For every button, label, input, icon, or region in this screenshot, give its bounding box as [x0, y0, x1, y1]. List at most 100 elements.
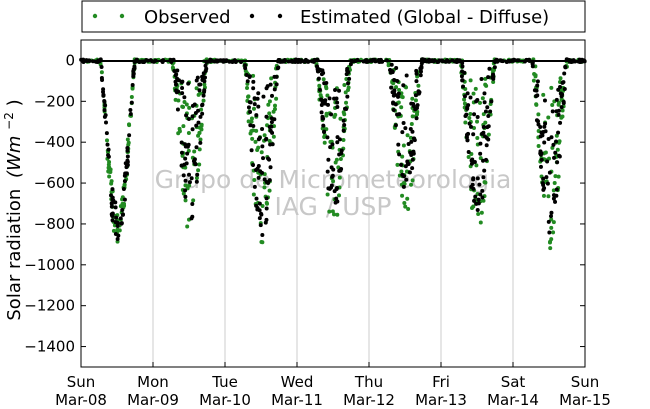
estimated-point — [542, 186, 547, 191]
estimated-point — [346, 81, 351, 86]
estimated-point — [131, 71, 136, 76]
x-tick-label-day: Sat — [501, 373, 526, 391]
estimated-point — [549, 135, 554, 140]
estimated-point — [403, 164, 408, 169]
x-tick-label-date: Mar-15 — [559, 391, 611, 409]
estimated-point — [248, 110, 253, 115]
observed-point — [543, 150, 548, 155]
estimated-point — [192, 102, 197, 107]
observed-point — [399, 94, 404, 99]
observed-point — [548, 246, 553, 251]
x-tick-label-day: Sun — [67, 373, 96, 391]
observed-point — [264, 200, 269, 205]
estimated-point — [482, 168, 487, 173]
estimated-point — [181, 173, 186, 178]
observed-point — [474, 163, 479, 168]
observed-point — [251, 73, 256, 78]
y-axis: 0 −200 −400 −600 −800 −1000 −1200 −1400 — [24, 51, 585, 356]
observed-point — [262, 185, 267, 190]
estimated-point — [115, 221, 120, 226]
estimated-point — [202, 88, 207, 93]
legend-estimated-label: Estimated (Global - Diffuse) — [300, 7, 549, 28]
observed-point — [192, 149, 197, 154]
estimated-point — [267, 157, 272, 162]
observed-point — [551, 230, 556, 235]
estimated-point — [550, 109, 555, 114]
estimated-point — [483, 134, 488, 139]
estimated-point — [183, 142, 188, 147]
observed-point — [246, 119, 251, 124]
estimated-point — [556, 112, 561, 117]
estimated-point — [104, 131, 109, 136]
estimated-point — [342, 122, 347, 127]
observed-point — [394, 85, 399, 90]
observed-point — [187, 105, 192, 110]
estimated-point — [339, 167, 344, 172]
observed-point — [269, 76, 274, 81]
estimated-point — [410, 129, 415, 134]
observed-point — [177, 126, 182, 131]
observed-point — [267, 111, 272, 116]
estimated-point — [176, 89, 181, 94]
estimated-point — [480, 188, 485, 193]
estimated-point — [414, 79, 419, 84]
estimated-point — [270, 130, 275, 135]
observed-point — [410, 114, 415, 119]
observed-point — [322, 140, 327, 145]
observed-point — [176, 131, 181, 136]
observed-point — [338, 116, 343, 121]
observed-point — [532, 72, 537, 77]
observed-point — [181, 191, 186, 196]
observed-point — [183, 183, 188, 188]
estimated-point — [106, 153, 111, 158]
estimated-point — [401, 83, 406, 88]
estimated-point — [345, 94, 350, 99]
observed-point — [402, 200, 407, 205]
estimated-point — [475, 98, 480, 103]
observed-point — [409, 121, 414, 126]
estimated-point — [276, 65, 281, 70]
estimated-point — [172, 68, 177, 73]
estimated-point — [256, 104, 261, 109]
estimated-point — [535, 83, 540, 88]
estimated-point — [489, 99, 494, 104]
estimated-point — [400, 130, 405, 135]
observed-point — [327, 209, 332, 214]
estimated-point — [174, 72, 179, 77]
estimated-point — [538, 151, 543, 156]
estimated-point — [329, 165, 334, 170]
y-tick-label: 0 — [65, 51, 75, 69]
observed-point — [478, 156, 483, 161]
estimated-point — [530, 64, 535, 69]
estimated-point — [560, 80, 565, 85]
estimated-point — [476, 197, 481, 202]
estimated-point — [394, 65, 399, 70]
estimated-point — [260, 233, 265, 238]
estimated-point — [127, 133, 132, 138]
observed-point — [105, 138, 110, 143]
estimated-point — [551, 196, 556, 201]
estimated-point — [396, 142, 401, 147]
observed-point — [556, 100, 561, 105]
estimated-point — [475, 115, 480, 120]
estimated-point — [248, 123, 253, 128]
estimated-point — [472, 112, 477, 117]
estimated-point — [483, 109, 488, 114]
estimated-point — [403, 126, 408, 131]
observed-point — [126, 140, 131, 145]
estimated-point — [335, 105, 340, 110]
observed-point — [462, 101, 467, 106]
estimated-point — [461, 84, 466, 89]
estimated-point — [392, 77, 397, 82]
estimated-point — [267, 125, 272, 130]
estimated-point — [413, 93, 418, 98]
observed-point — [401, 143, 406, 148]
y-axis-label-unit: (Wm — [4, 136, 25, 178]
observed-point — [475, 119, 480, 124]
estimated-point — [192, 157, 197, 162]
observed-point — [321, 77, 326, 82]
estimated-point — [189, 176, 194, 181]
estimated-point — [409, 153, 414, 158]
observed-point — [129, 95, 134, 100]
estimated-point — [333, 88, 338, 93]
